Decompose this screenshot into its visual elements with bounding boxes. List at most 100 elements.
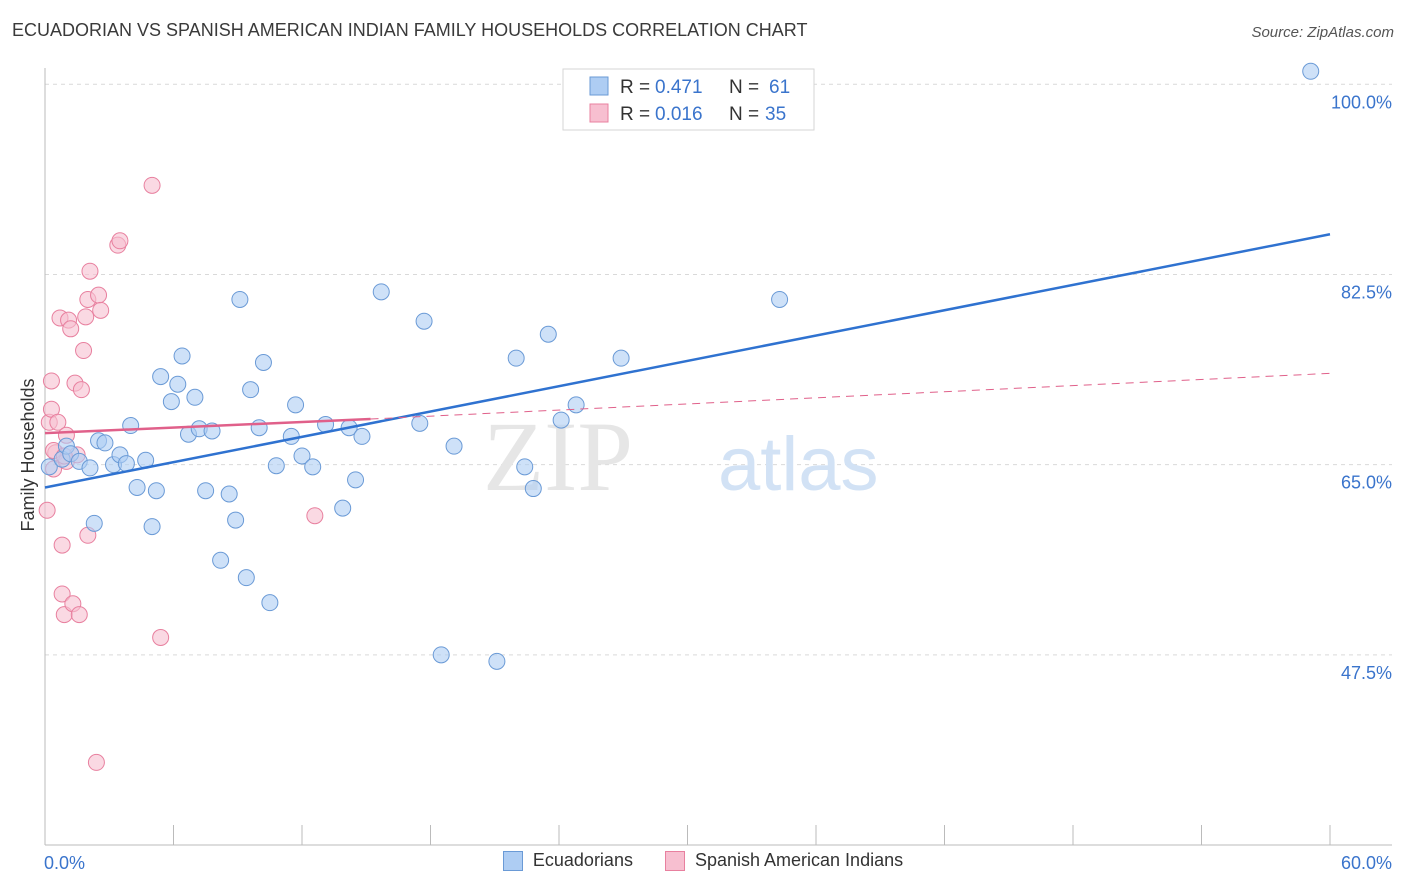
- point-ecuadorians-55: [552, 411, 570, 429]
- point-spanish-american-indians-24: [81, 262, 99, 280]
- point-ecuadorians-16: [147, 482, 165, 500]
- point-ecuadorians-18: [162, 393, 180, 411]
- point-ecuadorians-56: [567, 396, 585, 414]
- point-ecuadorians-13: [128, 478, 146, 496]
- point-ecuadorians-15: [143, 518, 161, 536]
- point-spanish-american-indians-30: [143, 176, 161, 194]
- point-ecuadorians-12: [122, 417, 140, 435]
- point-spanish-american-indians-18: [70, 606, 88, 624]
- point-spanish-american-indians-25: [87, 753, 105, 771]
- chart-source: Source: ZipAtlas.com: [1251, 24, 1394, 41]
- point-spanish-american-indians-32: [306, 507, 324, 525]
- point-ecuadorians-0: [40, 458, 58, 476]
- point-ecuadorians-43: [347, 471, 365, 489]
- point-ecuadorians-58: [771, 290, 789, 308]
- legend-swatch-ecuadorians: [502, 850, 523, 871]
- trend-line-spanish-american-indians-extension: [370, 372, 1331, 420]
- trend-line-ecuadorians: [44, 233, 1331, 489]
- bottom-legend: Ecuadorians Spanish American Indians: [0, 850, 1406, 871]
- point-ecuadorians-22: [186, 388, 204, 406]
- series-spanish-american-indians: [38, 176, 324, 771]
- y-tick-label-1: 65.0%: [1341, 473, 1392, 493]
- correlation-legend: R = 0.471 N = 61 R = 0.016 N = 35: [562, 68, 815, 131]
- legend-r-value-1: 0.471: [655, 77, 703, 98]
- point-ecuadorians-26: [212, 551, 230, 569]
- legend-r-value-2: 0.016: [655, 104, 703, 125]
- point-spanish-american-indians-27: [92, 301, 110, 319]
- point-spanish-american-indians-14: [62, 320, 80, 338]
- point-ecuadorians-5: [81, 459, 99, 477]
- point-spanish-american-indians-31: [152, 628, 170, 646]
- point-ecuadorians-24: [197, 482, 215, 500]
- legend-swatch-pink: [589, 103, 609, 123]
- point-ecuadorians-29: [231, 290, 249, 308]
- point-ecuadorians-28: [227, 511, 245, 529]
- point-ecuadorians-54: [539, 325, 557, 343]
- legend-n-value-1: 61: [769, 77, 790, 98]
- point-ecuadorians-32: [250, 419, 268, 437]
- tick-labels: 47.5% 65.0% 82.5% 100.0% 0.0% 60.0%: [44, 92, 1392, 873]
- point-ecuadorians-35: [267, 457, 285, 475]
- legend-swatch-spanish-american-indians: [664, 850, 685, 871]
- point-spanish-american-indians-2: [42, 372, 60, 390]
- point-spanish-american-indians-19: [72, 381, 90, 399]
- y-axis-label: Family Households: [18, 378, 38, 531]
- trend-lines: [44, 233, 1331, 489]
- legend-entry-spanish-american-indians[interactable]: Spanish American Indians: [664, 850, 904, 871]
- trend-line-spanish-american-indians: [44, 417, 371, 435]
- point-ecuadorians-33: [254, 353, 272, 371]
- point-ecuadorians-30: [237, 569, 255, 587]
- point-spanish-american-indians-8: [53, 536, 71, 554]
- point-ecuadorians-46: [411, 414, 429, 432]
- legend-entry-ecuadorians[interactable]: Ecuadorians: [502, 850, 633, 871]
- point-ecuadorians-50: [488, 652, 506, 670]
- chart-title: ECUADORIAN VS SPANISH AMERICAN INDIAN FA…: [12, 20, 808, 40]
- point-ecuadorians-39: [304, 458, 322, 476]
- point-spanish-american-indians-26: [90, 286, 108, 304]
- point-ecuadorians-8: [96, 434, 114, 452]
- y-tick-label-0: 47.5%: [1341, 663, 1392, 683]
- legend-r-label-1: R =: [620, 77, 650, 98]
- point-spanish-american-indians-21: [77, 308, 95, 326]
- axes: [44, 68, 1392, 846]
- point-ecuadorians-36: [282, 427, 300, 445]
- point-ecuadorians-37: [287, 396, 305, 414]
- x-tick-label-start: 0.0%: [44, 853, 85, 873]
- point-ecuadorians-59: [1302, 62, 1320, 80]
- legend-label-ecuadorians: Ecuadorians: [532, 850, 633, 870]
- watermark-atlas: atlas: [718, 422, 879, 507]
- legend-n-label-1: N =: [729, 77, 759, 98]
- point-ecuadorians-53: [524, 480, 542, 498]
- point-spanish-american-indians-0: [38, 501, 56, 519]
- point-ecuadorians-31: [242, 381, 260, 399]
- point-ecuadorians-17: [152, 368, 170, 386]
- point-ecuadorians-44: [353, 427, 371, 445]
- point-ecuadorians-27: [220, 485, 238, 503]
- y-tick-label-3: 100.0%: [1331, 92, 1392, 112]
- point-ecuadorians-47: [415, 312, 433, 330]
- series-ecuadorians: [40, 62, 1320, 670]
- watermark: ZIP atlas: [483, 401, 879, 512]
- point-spanish-american-indians-29: [111, 232, 129, 250]
- legend-swatch-blue: [589, 76, 609, 96]
- legend-label-spanish-american-indians: Spanish American Indians: [694, 850, 904, 870]
- point-spanish-american-indians-9: [53, 585, 71, 603]
- point-ecuadorians-34: [261, 594, 279, 612]
- legend-r-label-2: R =: [620, 104, 650, 125]
- point-ecuadorians-41: [334, 499, 352, 517]
- point-spanish-american-indians-20: [75, 342, 93, 360]
- point-ecuadorians-20: [173, 347, 191, 365]
- legend-n-label-2: N =: [729, 104, 759, 125]
- point-ecuadorians-19: [169, 375, 187, 393]
- point-ecuadorians-48: [432, 646, 450, 664]
- point-spanish-american-indians-6: [49, 413, 67, 431]
- point-ecuadorians-51: [507, 349, 525, 367]
- point-ecuadorians-52: [516, 458, 534, 476]
- point-ecuadorians-38: [293, 447, 311, 465]
- point-ecuadorians-49: [445, 437, 463, 455]
- y-tick-label-2: 82.5%: [1341, 282, 1392, 302]
- point-ecuadorians-45: [372, 283, 390, 301]
- point-ecuadorians-6: [85, 514, 103, 532]
- point-ecuadorians-57: [612, 349, 630, 367]
